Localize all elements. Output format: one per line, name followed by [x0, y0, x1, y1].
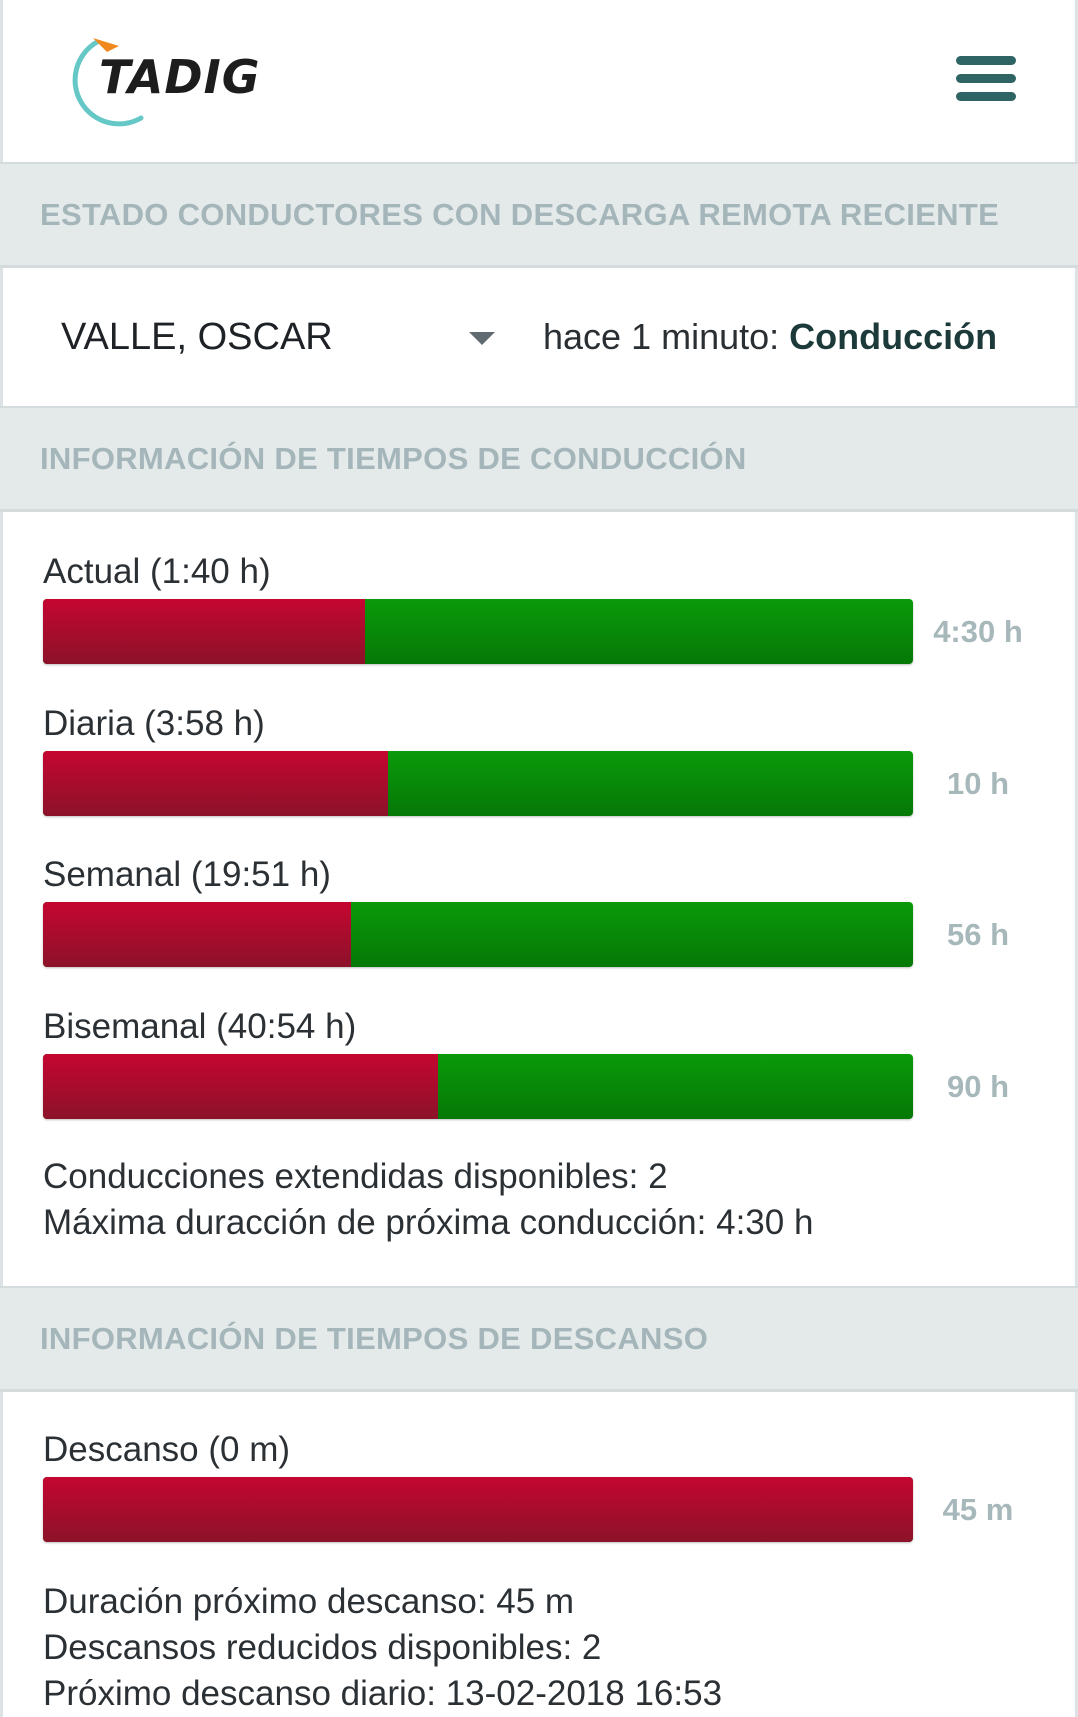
status-time: hace 1 minuto:: [543, 316, 780, 357]
progress-bar-consumed: [43, 599, 365, 664]
progress-bar: [43, 599, 913, 664]
progress-bar: [43, 902, 913, 967]
driver-name: VALLE, OSCAR: [61, 316, 333, 358]
driver-status-text: hace 1 minuto: Conducción: [543, 316, 997, 358]
next-daily-rest: Próximo descanso diario: 13-02-2018 16:5…: [43, 1674, 723, 1713]
bar-row-biweekly: Bisemanal (40:54 h) 90 h: [3, 1007, 1078, 1137]
progress-bar-consumed: [43, 1477, 913, 1542]
tadig-logo[interactable]: TADIG: [63, 30, 263, 130]
progress-bar-consumed: [43, 751, 389, 816]
bar-label: Bisemanal (40:54 h): [43, 1007, 357, 1046]
driver-status-panel: VALLE, OSCAR hace 1 minuto: Conducción: [0, 268, 1078, 406]
section-title: INFORMACIÓN DE TIEMPOS DE CONDUCCIÓN: [40, 440, 747, 476]
bar-max-value: 4:30 h: [933, 614, 1023, 649]
section-header-driving: INFORMACIÓN DE TIEMPOS DE CONDUCCIÓN: [0, 406, 1078, 512]
progress-bar-consumed: [43, 902, 351, 967]
dropdown-caret-icon[interactable]: [469, 332, 495, 345]
app-header: TADIG: [0, 0, 1078, 162]
bar-label: Actual (1:40 h): [43, 552, 271, 591]
bar-max-value: 10 h: [946, 766, 1010, 801]
bar-label: Diaria (3:58 h): [43, 704, 265, 743]
status-activity: Conducción: [789, 316, 998, 357]
driver-select[interactable]: VALLE, OSCAR: [61, 308, 501, 368]
section-header-rest: INFORMACIÓN DE TIEMPOS DE DESCANSO: [0, 1286, 1078, 1392]
progress-bar-consumed: [43, 1054, 438, 1119]
max-next-driving: Máxima duracción de próxima conducción: …: [43, 1203, 814, 1242]
bar-row-weekly: Semanal (19:51 h) 56 h: [3, 855, 1078, 985]
progress-bar: [43, 1477, 913, 1542]
bar-row-rest: Descanso (0 m) 45 m: [3, 1430, 1078, 1560]
rest-panel: Descanso (0 m) 45 m Duración próximo des…: [0, 1392, 1078, 1717]
bar-label: Semanal (19:51 h): [43, 855, 331, 894]
bar-row-daily: Diaria (3:58 h) 10 h: [3, 704, 1078, 834]
logo-text: TADIG: [99, 50, 261, 104]
bar-row-actual: Actual (1:40 h) 4:30 h: [3, 552, 1078, 682]
next-rest-duration: Duración próximo descanso: 45 m: [43, 1582, 575, 1621]
hamburger-menu-icon[interactable]: [956, 54, 1018, 104]
extended-driving-available: Conducciones extendidas disponibles: 2: [43, 1157, 668, 1196]
section-header-driver-status: ESTADO CONDUCTORES CON DESCARGA REMOTA R…: [0, 162, 1078, 268]
bar-max-value: 56 h: [946, 917, 1010, 952]
logo-swoosh-icon: [72, 38, 144, 127]
driving-panel: Actual (1:40 h) 4:30 h Diaria (3:58 h) 1…: [0, 512, 1078, 1286]
progress-bar: [43, 751, 913, 816]
bar-label: Descanso (0 m): [43, 1430, 291, 1469]
section-title: INFORMACIÓN DE TIEMPOS DE DESCANSO: [40, 1320, 709, 1356]
reduced-rests-available: Descansos reducidos disponibles: 2: [43, 1628, 602, 1667]
section-title: ESTADO CONDUCTORES CON DESCARGA REMOTA R…: [40, 196, 1000, 232]
bar-max-value: 45 m: [942, 1492, 1014, 1527]
progress-bar: [43, 1054, 913, 1119]
bar-max-value: 90 h: [946, 1069, 1010, 1104]
